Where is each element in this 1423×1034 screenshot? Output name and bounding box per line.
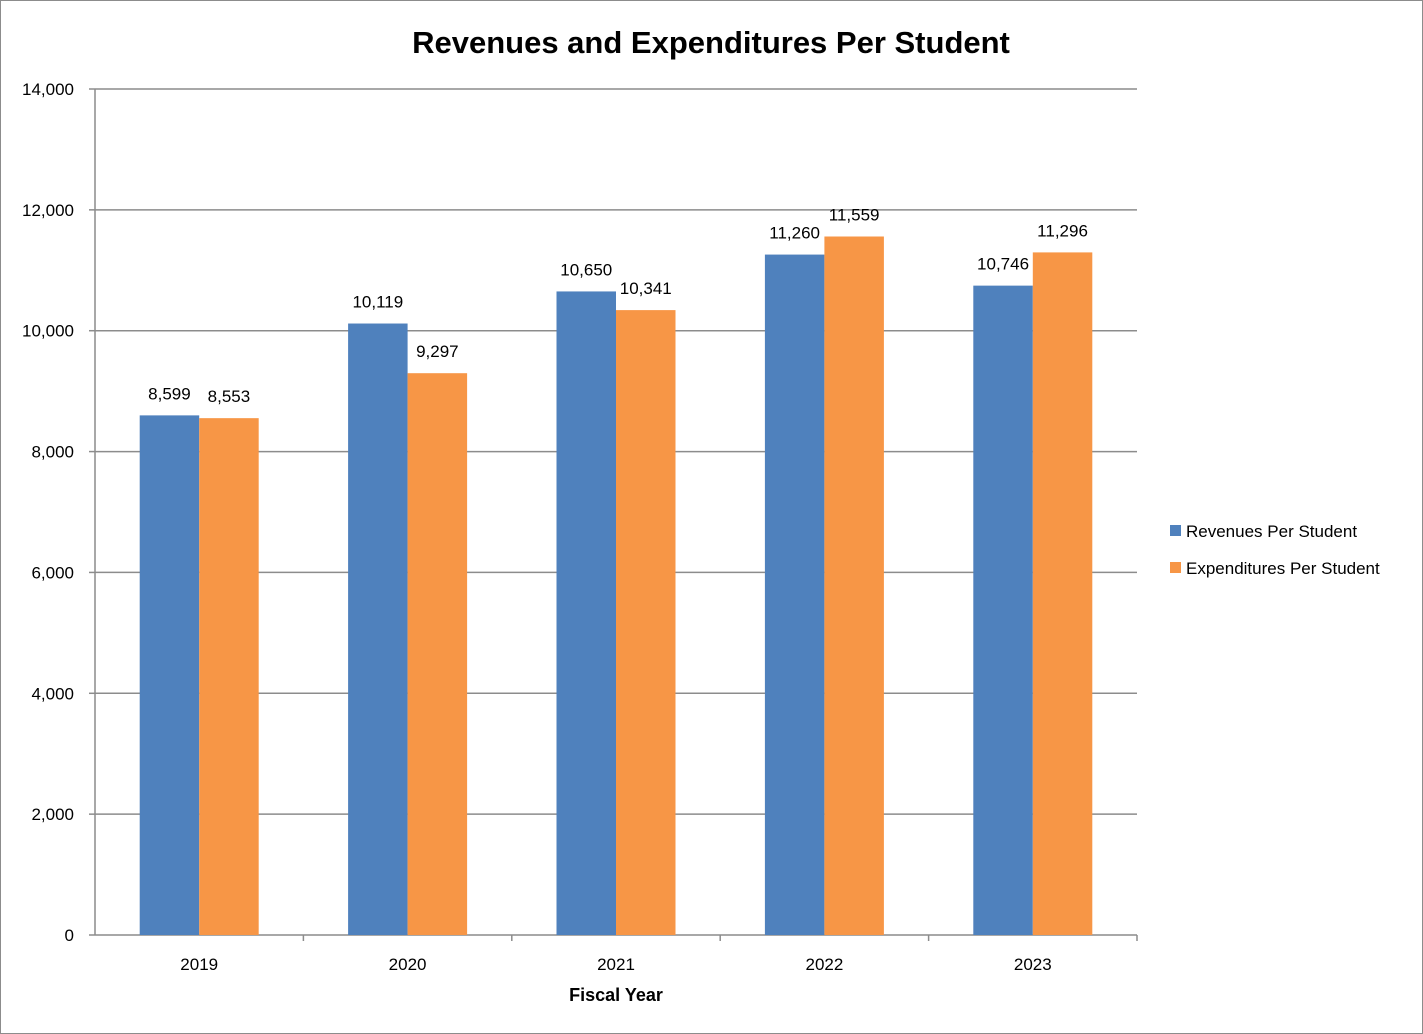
legend: Revenues Per Student Expenditures Per Stu…	[1170, 522, 1380, 578]
chart-title: Revenues and Expenditures Per Student	[412, 25, 1010, 60]
legend-label-expenditures: Expenditures Per Student	[1186, 559, 1380, 578]
x-tick-label-2021: 2021	[597, 955, 635, 974]
tick-labels: 0 2,000 4,000 6,000 8,000 10,000 12,000 14,000 2…	[22, 80, 1052, 974]
y-tick-label-0: 0	[65, 926, 74, 945]
y-tick-label-2: 4,000	[31, 684, 74, 703]
data-label-expenditures-2021: 10,341	[620, 279, 672, 298]
data-label-expenditures-2019: 8,553	[208, 387, 251, 406]
data-label-revenues-2019: 8,599	[148, 384, 191, 403]
bar-revenues-2023	[973, 285, 1033, 935]
legend-swatch-expenditures	[1170, 562, 1181, 573]
bar-revenues-2021	[556, 291, 616, 936]
bar-revenues-2020	[348, 323, 408, 935]
bar-expenditures-2021	[616, 310, 676, 935]
x-tick-label-2020: 2020	[389, 955, 427, 974]
y-tick-label-3: 6,000	[31, 563, 74, 582]
y-tick-label-7: 14,000	[22, 80, 74, 99]
data-label-expenditures-2020: 9,297	[416, 342, 459, 361]
data-label-revenues-2023: 10,746	[977, 255, 1029, 274]
y-tick-label-4: 8,000	[31, 443, 74, 462]
x-axis-title: Fiscal Year	[569, 985, 663, 1005]
x-tick-label-2022: 2022	[805, 955, 843, 974]
x-tick-label-2023: 2023	[1014, 955, 1052, 974]
data-labels: 8,599 8,553 10,119 9,297 10,650 10,341 11,260 1…	[148, 206, 1088, 407]
y-tick-label-5: 10,000	[22, 322, 74, 341]
bars	[139, 236, 1093, 936]
data-label-revenues-2022: 11,260	[769, 224, 820, 243]
data-label-revenues-2021: 10,650	[560, 260, 612, 279]
bar-revenues-2022	[764, 254, 825, 935]
data-label-expenditures-2023: 11,296	[1037, 221, 1088, 240]
bar-revenues-2019	[139, 415, 200, 935]
y-tick-label-6: 12,000	[22, 201, 74, 220]
y-tick-label-1: 2,000	[31, 805, 74, 824]
bar-expenditures-2020	[407, 373, 468, 935]
data-label-revenues-2020: 10,119	[352, 293, 403, 312]
data-label-expenditures-2022: 11,559	[829, 206, 880, 225]
x-tick-label-2019: 2019	[180, 955, 218, 974]
legend-label-revenues: Revenues Per Student	[1186, 522, 1357, 541]
bar-expenditures-2022	[824, 236, 884, 935]
bar-expenditures-2019	[199, 418, 259, 935]
legend-swatch-revenues	[1170, 525, 1181, 536]
bar-expenditures-2023	[1032, 252, 1093, 935]
